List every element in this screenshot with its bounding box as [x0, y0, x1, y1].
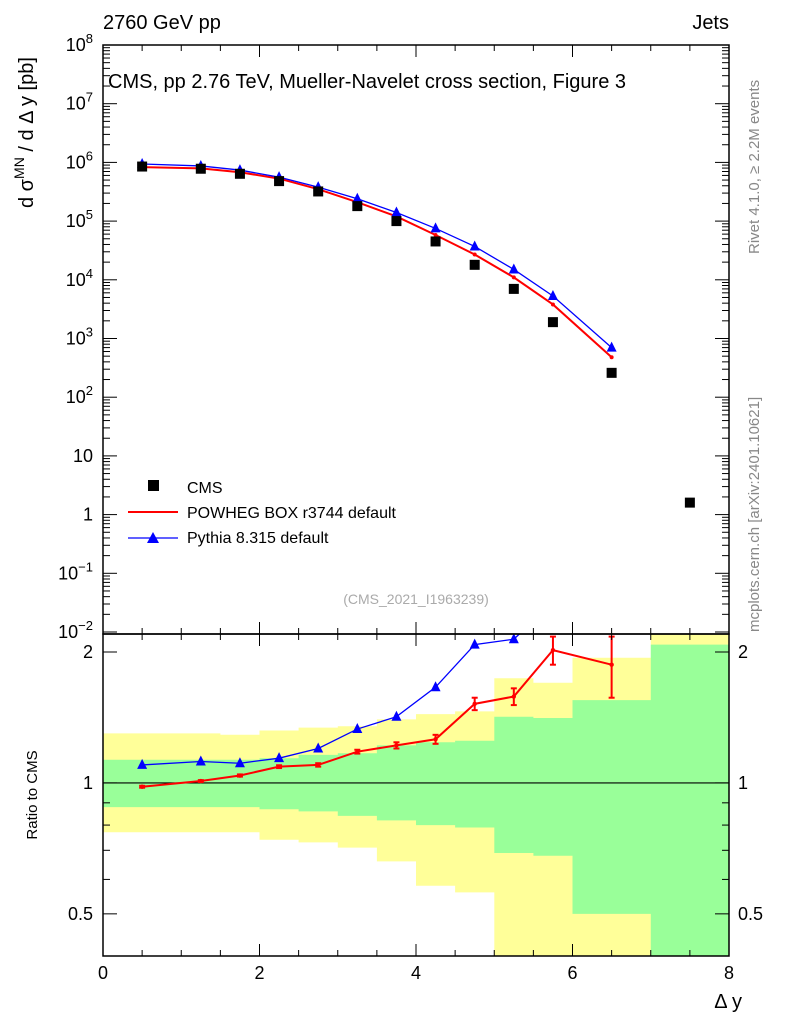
x-tick-label: 4 — [411, 963, 421, 983]
ratio-pythia-marker — [137, 758, 148, 769]
powheg-line — [142, 166, 613, 358]
ratio-pythia-marker — [313, 742, 324, 753]
ratio-y-axis-label: Ratio to CMS — [24, 750, 41, 839]
main-y-tick-label: 105 — [66, 207, 93, 231]
pythia-marker — [547, 289, 558, 300]
band-inner — [103, 644, 729, 956]
cms-data-point — [547, 317, 558, 328]
main-y-tick-label: 102 — [66, 383, 93, 407]
rivet-label: Rivet 4.1.0, ≥ 2.2M events — [746, 80, 763, 254]
ratio-powheg-point — [355, 749, 360, 754]
x-tick-label: 8 — [724, 963, 734, 983]
energy-label: 2760 GeV pp — [103, 12, 221, 34]
ratio-pythia-marker — [352, 723, 363, 734]
main-y-tick-label: 10−2 — [58, 618, 93, 642]
pythia-marker — [391, 206, 402, 217]
cms-data-point — [430, 236, 441, 247]
cms-data-point — [137, 161, 148, 172]
ratio-powheg-point — [315, 762, 321, 768]
x-tick-label: 6 — [567, 963, 577, 983]
ratio-pythia-marker — [548, 596, 558, 606]
main-y-tick-label: 104 — [66, 266, 93, 290]
main-lines — [137, 157, 695, 508]
pythia-marker — [469, 240, 480, 251]
cms-data-point — [195, 163, 206, 174]
mcplots-label: mcplots.cern.ch [arXiv:2401.10621] — [746, 397, 763, 632]
ratio-powheg-point — [609, 662, 614, 667]
ratio-powheg-point — [139, 784, 145, 789]
ratio-pythia-marker — [391, 710, 402, 721]
ratio-pythia-marker — [274, 752, 285, 763]
powheg-point — [511, 275, 516, 280]
legend-powheg-label: POWHEG BOX r3744 default — [187, 505, 397, 522]
ratio-powheg-point — [433, 737, 438, 742]
pythia-marker — [606, 341, 617, 352]
powheg-point — [472, 252, 477, 257]
ratio-bands — [103, 634, 729, 956]
ratio-y-tick-label-right: 1 — [738, 773, 748, 793]
legend-cms-marker — [148, 480, 159, 491]
ratio-powheg-point — [276, 764, 282, 769]
cms-data-point — [313, 186, 324, 197]
legend-pythia-marker — [147, 532, 159, 543]
ratio-y-tick-label: 1 — [83, 773, 93, 793]
powheg-point — [550, 302, 555, 307]
main-y-tick-label: 10 — [73, 446, 93, 466]
ratio-pythia-marker — [234, 757, 245, 768]
chart-title: CMS, pp 2.76 TeV, Mueller-Navelet cross … — [108, 71, 626, 93]
legend-pythia-label: Pythia 8.315 default — [187, 530, 329, 547]
pythia-line — [142, 163, 613, 349]
cms-data-point — [234, 168, 245, 179]
x-tick-label: 0 — [98, 963, 108, 983]
ratio-powheg-point — [394, 743, 399, 748]
cms-data-point — [606, 367, 617, 378]
ratio-powheg-line — [142, 649, 612, 788]
pythia-marker — [508, 263, 519, 274]
ratio-y-tick-label: 0.5 — [68, 904, 93, 924]
ratio-pythia-marker — [430, 681, 441, 692]
cms-data-point — [508, 283, 519, 294]
axes: 0 2 4 6 8 10−2 10−1 1 10 102 103 104 105 106 107 108 0.5… — [58, 31, 763, 983]
ratio-pythia-marker — [508, 634, 519, 644]
ratio-y-tick-label-right: 0.5 — [738, 904, 763, 924]
main-y-tick-label: 10−1 — [58, 559, 93, 583]
cms-data-point — [684, 497, 695, 508]
analysis-id: (CMS_2021_I1963239) — [343, 591, 489, 607]
main-y-tick-label: 107 — [66, 90, 93, 114]
ratio-lines — [137, 596, 615, 789]
x-tick-label: 2 — [254, 963, 264, 983]
cms-data-point — [391, 216, 402, 227]
x-axis-label: Δ y — [714, 991, 742, 1013]
ratio-powheg-point — [198, 778, 204, 784]
main-y-tick-label: 106 — [66, 148, 93, 172]
cms-data-point — [469, 259, 480, 270]
jets-label: Jets — [692, 12, 729, 34]
main-y-axis-label: d σMN / d Δ y [pb] — [11, 57, 38, 208]
ratio-pythia-marker — [195, 755, 206, 766]
ratio-powheg-point — [472, 701, 477, 707]
powheg-point — [433, 232, 438, 237]
ratio-powheg-point — [511, 694, 517, 699]
cms-data-point — [274, 176, 285, 187]
ratio-y-tick-label-right: 2 — [738, 642, 748, 662]
main-y-tick-label: 108 — [66, 31, 93, 55]
ratio-y-tick-label: 2 — [83, 642, 93, 662]
pythia-marker — [352, 192, 363, 203]
ratio-powheg-point — [550, 647, 556, 653]
ratio-powheg-point — [237, 773, 243, 778]
powheg-point — [609, 355, 614, 360]
legend: CMS POWHEG BOX r3744 default Pythia 8.31… — [128, 480, 397, 547]
main-y-tick-label: 1 — [83, 505, 93, 525]
cms-data-point — [352, 201, 363, 212]
pythia-marker — [430, 222, 441, 233]
legend-cms-label: CMS — [187, 480, 223, 497]
main-y-tick-label: 103 — [66, 325, 93, 349]
ratio-pythia-marker — [469, 638, 480, 649]
